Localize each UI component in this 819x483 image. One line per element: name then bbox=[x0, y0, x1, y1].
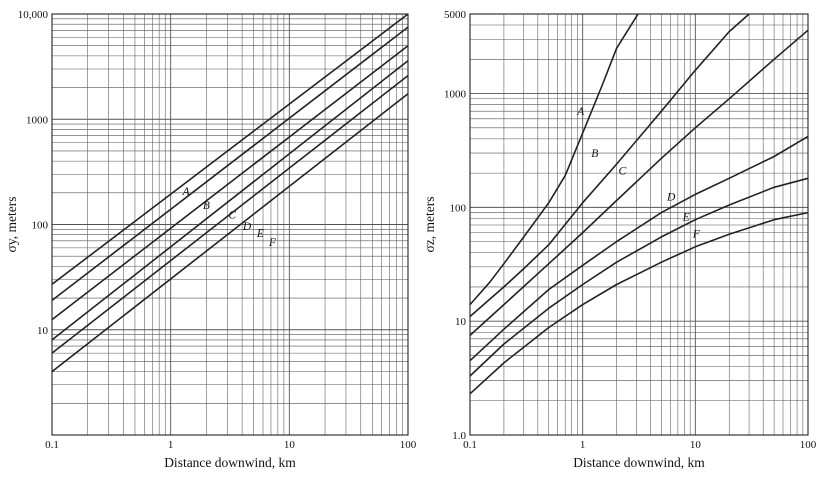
right-series-line-b bbox=[469, 13, 750, 318]
left-series-line-e bbox=[51, 74, 409, 354]
right-series-label-a: A bbox=[576, 106, 585, 118]
left-series-line-d bbox=[51, 60, 409, 341]
left-series-label-d: D bbox=[242, 221, 252, 233]
left-series-label-f: F bbox=[268, 237, 277, 249]
left-series-label-c: C bbox=[228, 209, 236, 221]
left-y-tick-label: 1000 bbox=[26, 114, 49, 126]
left-y-axis-title: σy, meters bbox=[4, 197, 19, 253]
right-y-tick-label: 5000 bbox=[444, 9, 467, 21]
right-plot-frame bbox=[469, 13, 809, 436]
left-series-label-b: B bbox=[203, 200, 210, 212]
right-x-tick-label: 1 bbox=[580, 439, 586, 451]
right-series-line-e bbox=[469, 177, 809, 377]
left-series-line-f bbox=[51, 93, 409, 373]
right-series-line-d bbox=[469, 135, 809, 362]
left-series-line-c bbox=[51, 45, 409, 321]
right-series-line-a bbox=[469, 13, 639, 306]
right-y-tick-label: 1.0 bbox=[452, 430, 466, 442]
left-x-tick-label: 1 bbox=[168, 439, 174, 451]
left-series-line-a bbox=[51, 13, 409, 285]
left-y-tick-label: 10,000 bbox=[18, 9, 49, 21]
left-y-tick-label: 10 bbox=[37, 325, 49, 337]
left-x-tick-label: 100 bbox=[400, 439, 417, 451]
right-series-label-e: E bbox=[682, 212, 690, 224]
right-x-tick-label: 100 bbox=[800, 439, 817, 451]
right-series-line-f bbox=[469, 211, 809, 395]
left-y-tick-label: 100 bbox=[32, 220, 49, 232]
right-x-tick-label: 0.1 bbox=[463, 439, 477, 451]
right-x-tick-label: 10 bbox=[690, 439, 702, 451]
right-y-axis-title: σz, meters bbox=[422, 196, 437, 252]
right-y-tick-label: 1000 bbox=[444, 89, 467, 101]
left-series-line-b bbox=[51, 26, 409, 302]
right-series-line-c bbox=[469, 29, 809, 336]
left-x-axis-title: Distance downwind, km bbox=[164, 455, 296, 470]
right-x-axis-title: Distance downwind, km bbox=[573, 455, 705, 470]
right-series-label-f: F bbox=[692, 228, 701, 240]
right-y-tick-label: 10 bbox=[455, 316, 467, 328]
left-series-label-e: E bbox=[256, 228, 264, 240]
right-series-label-b: B bbox=[591, 148, 598, 160]
left-x-tick-label: 10 bbox=[284, 439, 296, 451]
right-series-label-d: D bbox=[666, 191, 676, 203]
left-x-tick-label: 0.1 bbox=[45, 439, 59, 451]
left-series-label-a: A bbox=[182, 186, 191, 198]
left-plot-frame bbox=[51, 13, 409, 436]
right-series-label-c: C bbox=[619, 166, 627, 178]
right-y-tick-label: 100 bbox=[450, 202, 467, 214]
